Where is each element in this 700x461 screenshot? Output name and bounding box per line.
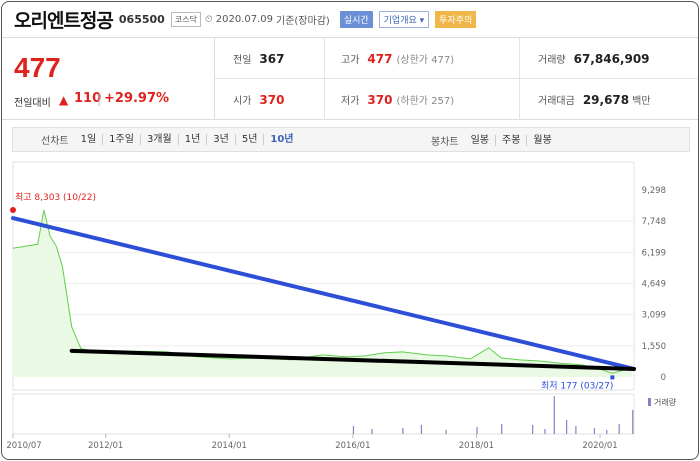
volume-value: 67,846,909 [573,51,650,66]
volume-bar [544,429,546,434]
x-tick-label: 2020/01 [582,441,617,451]
realtime-button[interactable]: 실시간 [339,11,373,28]
open-value: 370 [259,92,285,107]
stock-name[interactable]: 오리엔트정공 [14,10,114,32]
volume-bar [532,425,534,434]
amount-unit: 백만 [632,96,651,107]
volume-bar [566,420,568,434]
period-tab-1y[interactable]: 1년 [179,134,208,145]
volume-bar [618,424,620,434]
volume-label: 거래량 [538,55,566,66]
prev-close-cell: 전일 367 [215,38,325,79]
period-tab-10y[interactable]: 10년 [270,134,294,145]
period-tab-1d[interactable]: 1일 [75,134,104,145]
volume-bar [501,424,503,434]
chart-toolbar: 선차트 1일 1주일 3개월 1년 3년 5년 10년 봉차트 일봉 주봉 월봉 [12,127,690,152]
volume-bar [371,429,373,434]
quote-date: 2020.07.09 [215,14,273,25]
amount-label: 거래대금 [538,96,575,107]
volume-bar [476,427,478,434]
volume-legend-swatch [648,398,651,406]
prev-close-value: 367 [259,51,285,66]
volume-bar [553,396,555,434]
volume-plot-border [12,393,635,435]
x-tick-label: 2016/01 [335,441,370,451]
price-area [13,210,633,377]
trendline-upper [11,216,636,371]
period-tab-5y[interactable]: 5년 [236,134,265,145]
price-change: 110 [74,91,102,106]
price-panel: 477 전일대비 ▲ 110 | +29.97% 전일 367 고가 477 (… [2,38,698,120]
current-price-block: 477 전일대비 ▲ 110 | +29.97% [2,38,215,120]
x-tick-label: 2018/01 [459,441,494,451]
volume-cell: 거래량 67,846,909 [520,38,698,79]
volume-bar [445,430,447,434]
low-annotation: 최저 177 (03/27) [541,380,613,391]
high-cell: 고가 477 (상한가 477) [325,38,520,79]
high-label: 고가 [341,55,360,66]
stock-header: 오리엔트정공 065500 코스닥 ⏲ 2020.07.09 기준(장마감) 실… [2,2,698,38]
market-badge: 코스닥 [170,12,201,27]
x-tick-label: 2010/07 [6,441,41,451]
prev-compare-label: 전일대비 [14,98,51,109]
low-value: 370 [367,92,393,107]
price-change-rate: +29.97% [104,91,170,106]
price-chart: 최고 8,303 (10/22) 최저 177 (03/27) 9,298 7,7… [6,161,677,451]
price-row-1: 전일 367 고가 477 (상한가 477) 거래량 67,846,909 [215,38,698,79]
current-price: 477 [14,52,61,83]
price-line [12,209,633,374]
y-tick-label: 9,298 [642,186,666,196]
candle-tab-monthly[interactable]: 월봉 [533,135,552,146]
y-tick-label: 3,099 [642,311,666,321]
stock-code: 065500 [118,13,165,26]
lower-limit: (하한가 257) [396,96,455,107]
period-tab-1w[interactable]: 1주일 [103,134,141,145]
investor-caution-badge[interactable]: 투자주의 [435,11,477,28]
y-tick-label: 0 [661,373,666,383]
open-cell: 시가 370 [215,79,325,120]
period-tab-3y[interactable]: 3년 [207,134,236,145]
candle-tab-daily[interactable]: 일봉 [465,135,497,146]
change-separator: | [97,92,102,106]
candle-tab-weekly[interactable]: 주봉 [496,135,528,146]
y-tick-label: 6,199 [642,248,666,258]
amount-cell: 거래대금 29,678 백만 [520,79,698,120]
candle-chart-group: 봉차트 일봉 주봉 월봉 [431,128,558,153]
period-tab-3m[interactable]: 3개월 [141,134,179,145]
low-marker [610,375,615,380]
volume-bar [632,410,634,434]
upper-limit: (상한가 477) [396,55,455,66]
high-marker [10,207,16,214]
price-row-2: 시가 370 저가 370 (하한가 257) 거래대금 29,678 백만 [215,79,698,120]
company-overview-button[interactable]: 기업개요 ▾ [378,11,430,28]
candle-chart-label: 봉차트 [431,137,459,148]
quote-basis: 기준(장마감) [276,16,330,27]
high-value: 477 [367,51,393,66]
volume-bar [575,426,577,434]
open-label: 시가 [233,96,252,107]
line-chart-label[interactable]: 선차트 [41,136,69,147]
volume-bar [593,428,596,434]
y-tick-label: 4,649 [642,280,666,290]
clock-icon: ⏲ [204,14,213,25]
x-tick-label: 2014/01 [212,441,247,451]
x-tick-label: 2012/01 [88,441,123,451]
trendline-lower [69,348,636,371]
low-label: 저가 [341,96,360,107]
volume-bar [352,426,355,434]
volume-bar [402,428,404,434]
high-annotation: 최고 8,303 (10/22) [15,192,96,203]
volume-bar [420,425,423,434]
volume-bar [606,430,608,434]
y-tick-label: 1,550 [642,342,666,352]
up-arrow-icon: ▲ [59,93,69,107]
amount-value: 29,678 [582,92,630,107]
y-tick-label: 7,748 [642,217,666,227]
low-cell: 저가 370 (하한가 257) [325,79,520,120]
volume-legend-label: 거래량 [654,397,677,407]
prev-close-label: 전일 [233,55,252,66]
